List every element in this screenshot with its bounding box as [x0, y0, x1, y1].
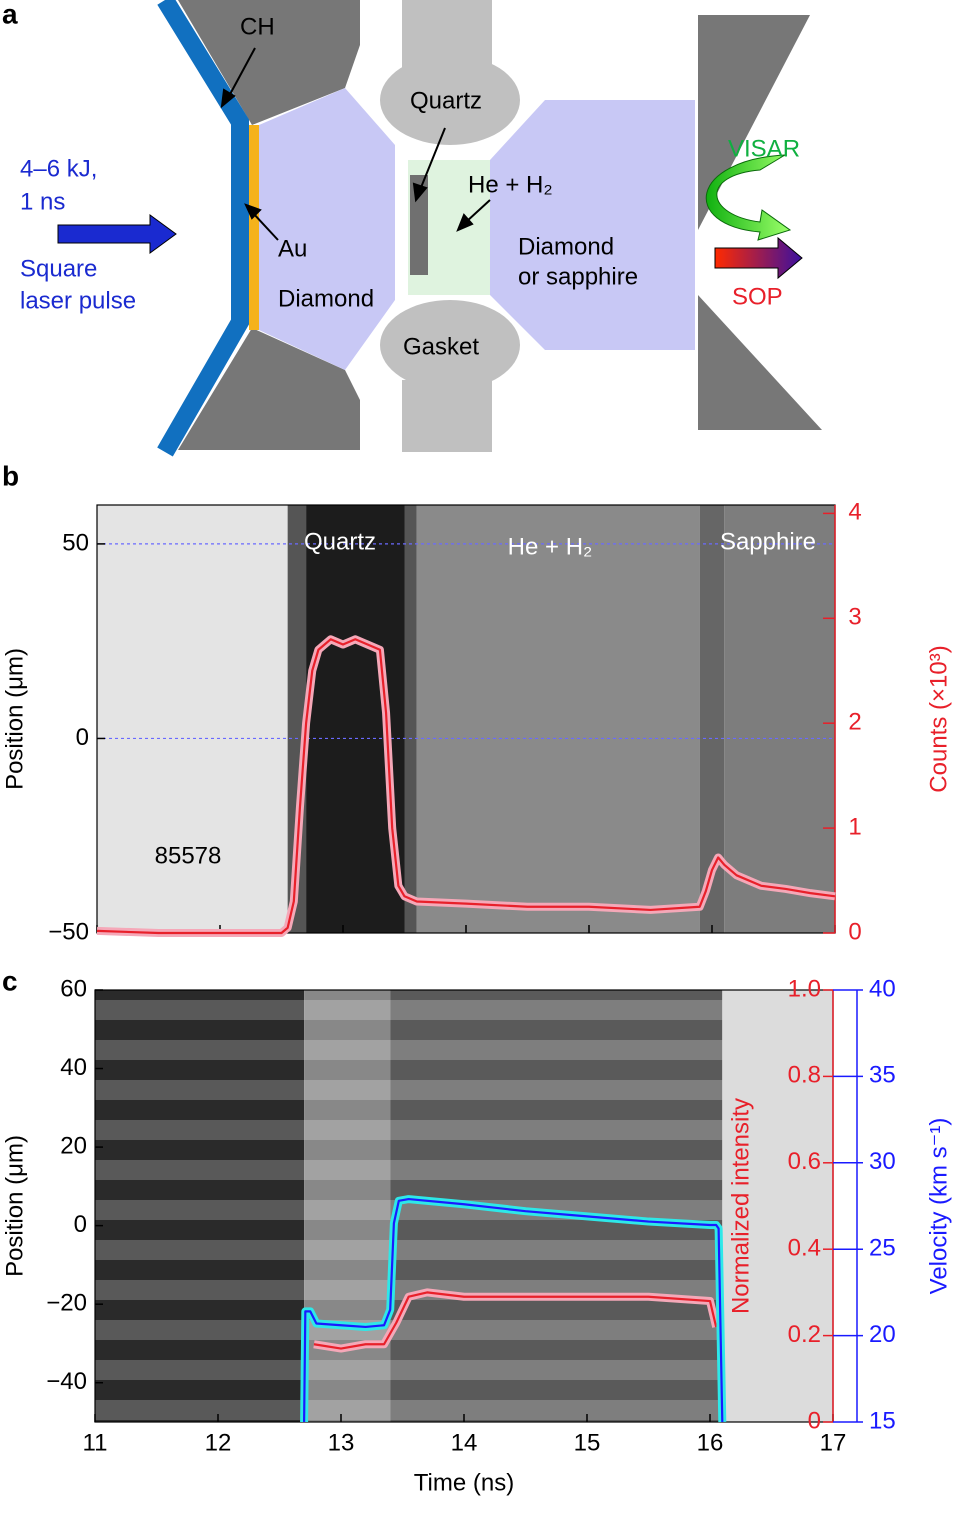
image-region	[416, 505, 700, 933]
label: Au	[278, 235, 307, 262]
y-tick-label: 20	[60, 1132, 87, 1159]
y-tick-label: −20	[46, 1290, 87, 1317]
y2-tick-label: 2	[848, 709, 861, 736]
label: He + H₂	[468, 171, 553, 198]
pointer	[456, 213, 474, 232]
y3-tick-label: 20	[869, 1321, 896, 1348]
pointer	[227, 47, 256, 99]
y2-tick-label: 0.4	[788, 1235, 821, 1262]
x-tick-label: 12	[205, 1429, 232, 1456]
x-tick-label: 16	[697, 1429, 724, 1456]
data-line	[313, 1291, 718, 1350]
gasket	[402, 380, 492, 452]
y3-tick-label: 35	[869, 1062, 896, 1089]
y2-axis-label: Counts (×10³)	[925, 645, 952, 792]
y2-tick-label: 0	[808, 1407, 821, 1434]
y2-tick-label: 1.0	[788, 975, 821, 1002]
label: laser pulse	[20, 287, 136, 314]
y2-tick-label: 4	[848, 499, 861, 526]
y-tick-label: 40	[60, 1054, 87, 1081]
y2-tick-label: 0.2	[788, 1321, 821, 1348]
label: Diamond	[278, 285, 374, 312]
y-axis-label: Position (μm)	[1, 1135, 28, 1277]
label: Quartz	[410, 87, 482, 114]
diagram: a CH Quartz He + H₂ 4–6 kJ, 1	[2, 0, 822, 457]
au-layer	[249, 125, 259, 330]
y-axis-label: Position (μm)	[1, 648, 28, 790]
visar-arrow	[705, 154, 792, 241]
diamond-anvil	[259, 88, 395, 370]
annotation: He + H₂	[508, 533, 593, 560]
y3-tick-label: 15	[869, 1407, 896, 1434]
label: or sapphire	[518, 263, 638, 290]
y-tick-label: −40	[46, 1368, 87, 1395]
y3-tick-label: 25	[869, 1235, 896, 1262]
y2-tick-label: 0.8	[788, 1062, 821, 1089]
panel-label: c	[2, 965, 18, 996]
x-tick-label: 15	[574, 1429, 601, 1456]
panel-label: a	[2, 0, 18, 29]
y2-tick-label: 0.6	[788, 1148, 821, 1175]
pointer	[412, 182, 428, 203]
y2-axis-label: Normalized intensity	[727, 1098, 754, 1314]
y-tick-label: 50	[62, 529, 89, 556]
y-tick-label: 60	[60, 975, 87, 1002]
laser-arrow	[57, 214, 177, 254]
quartz	[410, 175, 428, 275]
x-tick-label: 14	[451, 1429, 478, 1456]
pointer	[419, 127, 446, 191]
label: CH	[240, 13, 275, 40]
label: Gasket	[403, 333, 479, 360]
pointer	[244, 203, 262, 220]
label: 4–6 kJ,	[20, 155, 97, 182]
label: 1 ns	[20, 188, 65, 215]
y3-tick-label: 30	[869, 1148, 896, 1175]
pointer	[465, 199, 491, 223]
y2-tick-label: 0	[848, 918, 861, 945]
label: Diamond	[518, 233, 614, 260]
pointer	[220, 88, 236, 109]
y3-axis-label: Velocity (km s⁻¹)	[925, 1118, 952, 1295]
fringes	[95, 990, 723, 1422]
x-tick-label: 13	[328, 1429, 355, 1456]
image-region	[724, 505, 835, 933]
panel-label: b	[2, 460, 19, 491]
holder	[178, 328, 360, 450]
x-tick-label: 11	[83, 1429, 108, 1456]
x-tick-label: 17	[820, 1429, 847, 1456]
label: VISAR	[728, 135, 800, 162]
y3-tick-label: 40	[869, 975, 896, 1002]
label: Square	[20, 255, 97, 282]
gasket	[380, 300, 520, 390]
gasket	[380, 55, 520, 145]
image-region	[97, 505, 288, 933]
annotation: Sapphire	[720, 528, 816, 555]
x-axis-label: Time (ns)	[414, 1469, 514, 1496]
annotation: 85578	[155, 842, 222, 869]
data-line	[303, 1197, 724, 1423]
image-region	[404, 505, 417, 933]
annotation: Quartz	[304, 528, 376, 555]
holder	[178, 0, 360, 125]
image-region	[722, 990, 833, 1422]
label: SOP	[732, 283, 783, 310]
y-tick-label: −50	[48, 918, 89, 945]
sop-arrow	[714, 236, 803, 280]
data-line	[96, 638, 836, 935]
ch-layer	[157, 0, 249, 457]
y2-tick-label: 3	[848, 604, 861, 631]
window	[490, 100, 695, 350]
y2-tick-label: 1	[848, 813, 861, 840]
y-tick-label: 0	[74, 1211, 87, 1238]
pointer	[251, 211, 279, 241]
y-tick-label: 0	[76, 724, 89, 751]
holder	[698, 295, 822, 430]
